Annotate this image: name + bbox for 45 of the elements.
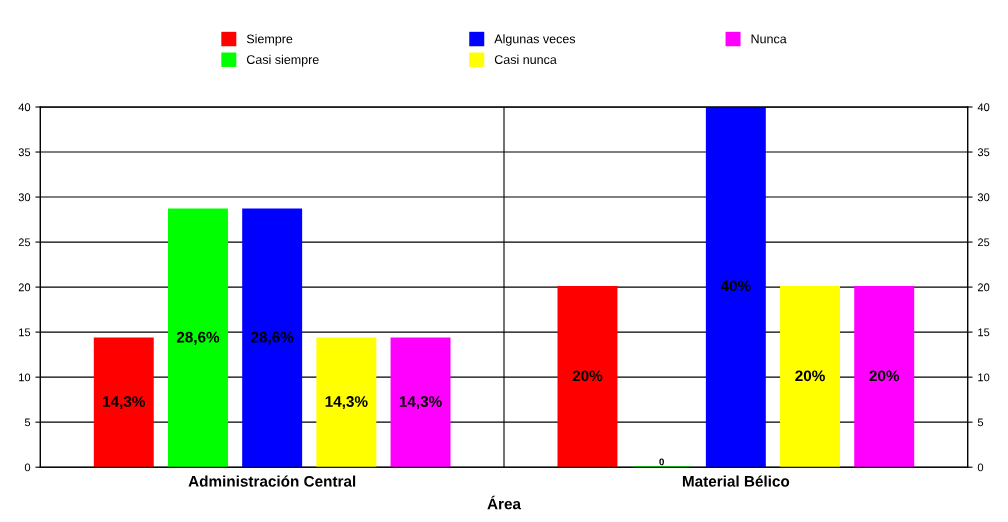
bar [242,208,303,468]
bar [93,337,154,468]
legend-label: Casi siempre [246,54,319,67]
y2-tick-label: 0 [977,463,984,472]
data-label: 28,6% [251,331,294,345]
x-tick-label: Administración Central [188,475,356,487]
x-tick-label: Material Bélico [682,475,790,487]
data-label: 28,6% [176,331,220,345]
bar [854,286,915,468]
data-label: 0 [659,458,664,466]
y-tick-label: 5 [24,418,31,427]
bar [316,337,377,468]
y2-tick-label: 30 [977,193,990,202]
x-axis-title: Área [487,495,522,510]
data-label: 20% [795,370,825,382]
y2-tick-label: 5 [977,418,984,427]
data-label: 40% [720,280,751,292]
bar [705,107,766,468]
y-tick-label: 25 [18,238,31,247]
data-label: 14,3% [103,396,146,410]
bar [557,286,618,468]
y2-tick-label: 10 [978,373,990,382]
bar [168,208,228,468]
data-label: 20% [869,370,900,382]
y2-tick-label: 40 [977,103,990,112]
legend-label: Nunca [751,34,787,44]
y2-tick-label: 35 [977,148,990,157]
legend-label: Casi nunca [494,54,557,64]
bar [390,337,451,468]
y-tick-label: 10 [19,373,31,382]
y-tick-label: 20 [18,283,31,292]
y-tick-label: 0 [24,463,31,472]
bar [780,286,840,468]
y2-tick-label: 15 [978,328,990,337]
legend-label: Algunas veces [494,34,576,46]
y-tick-label: 35 [18,148,31,157]
data-label: 14,3% [399,396,442,410]
y2-tick-label: 20 [977,283,990,292]
y-tick-label: 40 [18,103,31,112]
y-tick-label: 15 [19,328,31,337]
data-label: 20% [572,370,603,382]
data-label: 14,3% [325,396,368,410]
legend-label: Siempre [246,34,293,46]
y2-tick-label: 25 [977,238,990,247]
y-tick-label: 30 [18,193,31,202]
